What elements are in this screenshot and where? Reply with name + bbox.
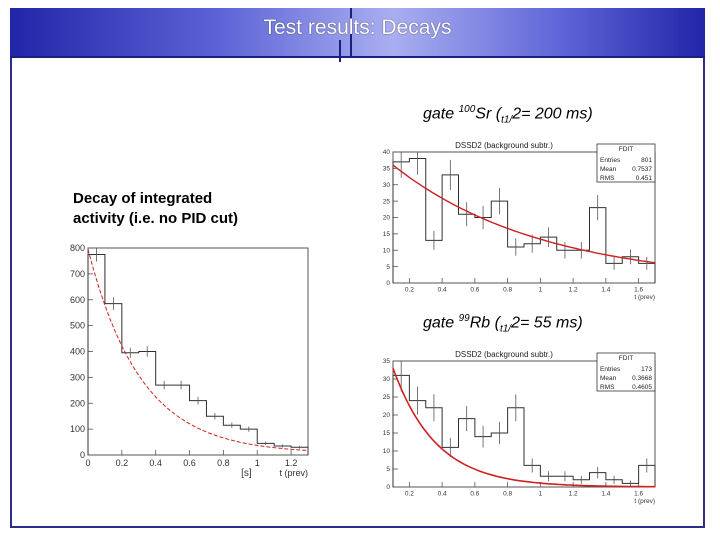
y-tick-label: 25 [383, 198, 391, 205]
stats-header: FDIT [619, 355, 633, 362]
gate-rb-label: gate 99Rb (t1/2= 55 ms) [423, 313, 583, 335]
y-tick-label: 300 [70, 372, 85, 382]
title-divider [339, 40, 341, 62]
y-tick-label: 30 [383, 182, 391, 189]
x-tick-label: 1.2 [569, 491, 578, 498]
x-tick-label: 0.6 [470, 287, 479, 294]
gate-rb-plot: DSSD2 (background subtr.) 0 5 10 15 20 25 30 35 0… [383, 350, 656, 505]
gate-sr-plot: DSSD2 (background subtr.) 0 5 10 15 20 25 30 35 4… [383, 141, 656, 301]
y-tick-label: 20 [383, 412, 391, 419]
x-tick-label: 1.6 [634, 491, 643, 498]
stats-box [596, 352, 656, 392]
y-tick-label: 700 [70, 269, 85, 279]
y-tick-label: 35 [383, 358, 391, 365]
stats-key: Entries [600, 157, 621, 164]
x-tick-label: 0.2 [405, 287, 414, 294]
y-tick-label: 200 [70, 398, 85, 408]
stats-value: 0.4605 [632, 384, 652, 391]
title-separator [350, 8, 352, 58]
y-tick-label: 25 [383, 394, 391, 401]
y-tick-label: 10 [383, 448, 391, 455]
histogram-steps [87, 253, 309, 455]
x-tick-label: 0.8 [503, 287, 512, 294]
stats-key: RMS [600, 175, 615, 182]
y-tick-label: 5 [386, 466, 390, 473]
y-tick-label: 0 [80, 450, 85, 460]
y-tick-label: 20 [383, 215, 391, 222]
x-tick-label: 0.8 [217, 458, 230, 468]
decay-desc-line2: activity (i.e. no PID cut) [73, 210, 239, 227]
x-tick-label: 0.8 [503, 491, 512, 498]
stats-key: Mean [600, 166, 617, 173]
x-tick-label: 0.2 [405, 491, 414, 498]
x-tick-label: 0.4 [149, 458, 162, 468]
y-tick-label: 15 [383, 430, 391, 437]
y-tick-label: 100 [70, 424, 85, 434]
stats-value: 0.3668 [632, 375, 652, 382]
x-axis-label: t (prev) [634, 498, 655, 505]
y-tick-label: 30 [383, 376, 391, 383]
fit-curve [392, 164, 656, 264]
x-tick-label: 0.4 [438, 287, 447, 294]
plot-title: DSSD2 (background subtr.) [455, 141, 553, 150]
x-axis-label: t (prev) [279, 468, 308, 478]
slide-title: Test results: Decays [263, 16, 452, 39]
y-tick-label: 500 [70, 321, 85, 331]
stats-header: FDIT [619, 146, 633, 153]
y-tick-label: 10 [383, 247, 391, 254]
x-tick-label: 1 [539, 491, 543, 498]
stats-key: Entries [600, 366, 621, 373]
x-tick-label: 1.6 [634, 287, 643, 294]
y-tick-label: 15 [383, 231, 391, 238]
x-tick-label: 0.6 [470, 491, 479, 498]
plot-frame [87, 247, 309, 456]
stats-value: 0.7537 [632, 166, 652, 173]
stats-value: 173 [641, 366, 652, 373]
stats-key: Mean [600, 375, 617, 382]
x-tick-label: 0.2 [116, 458, 129, 468]
histogram-steps [392, 374, 656, 487]
stats-value: 801 [641, 157, 652, 164]
x-tick-label: 1.4 [601, 491, 610, 498]
x-tick-label: 0.4 [438, 491, 447, 498]
stats-value: 0.451 [636, 175, 653, 182]
x-tick-label: 1 [539, 287, 543, 294]
y-tick-label: 400 [70, 347, 85, 357]
y-tick-label: 40 [383, 149, 391, 156]
x-tick-label: 1.2 [569, 287, 578, 294]
x-tick-label: 1.4 [601, 287, 610, 294]
title-bar: Test results: Decays [10, 8, 705, 58]
y-tick-label: 35 [383, 166, 391, 173]
decay-desc-line1: Decay of integrated [73, 190, 213, 207]
x-tick-label: 1 [255, 458, 260, 468]
gate-sr-label: gate 100Sr (t1/2= 200 ms) [423, 104, 593, 126]
y-tick-label: 800 [70, 243, 85, 253]
integrated-activity-plot: 0 100 200 300 400 500 600 700 800 0 0.2 0.4 0.6 0.8 1 1… [70, 243, 309, 479]
y-tick-label: 0 [386, 484, 390, 491]
stats-box [596, 143, 656, 183]
stats-key: RMS [600, 384, 615, 391]
x-axis-label: t (prev) [634, 294, 655, 301]
plot-title: DSSD2 (background subtr.) [455, 350, 553, 359]
x-unit-label: [s] [241, 468, 252, 479]
y-tick-label: 600 [70, 295, 85, 305]
fit-curve [392, 367, 655, 488]
y-tick-label: 5 [386, 264, 390, 271]
x-tick-label: 1.2 [285, 458, 298, 468]
y-tick-label: 0 [386, 280, 390, 287]
x-tick-label: 0 [85, 458, 90, 468]
histogram-steps [392, 158, 656, 283]
x-tick-label: 0.6 [183, 458, 196, 468]
fit-curve [87, 249, 309, 451]
